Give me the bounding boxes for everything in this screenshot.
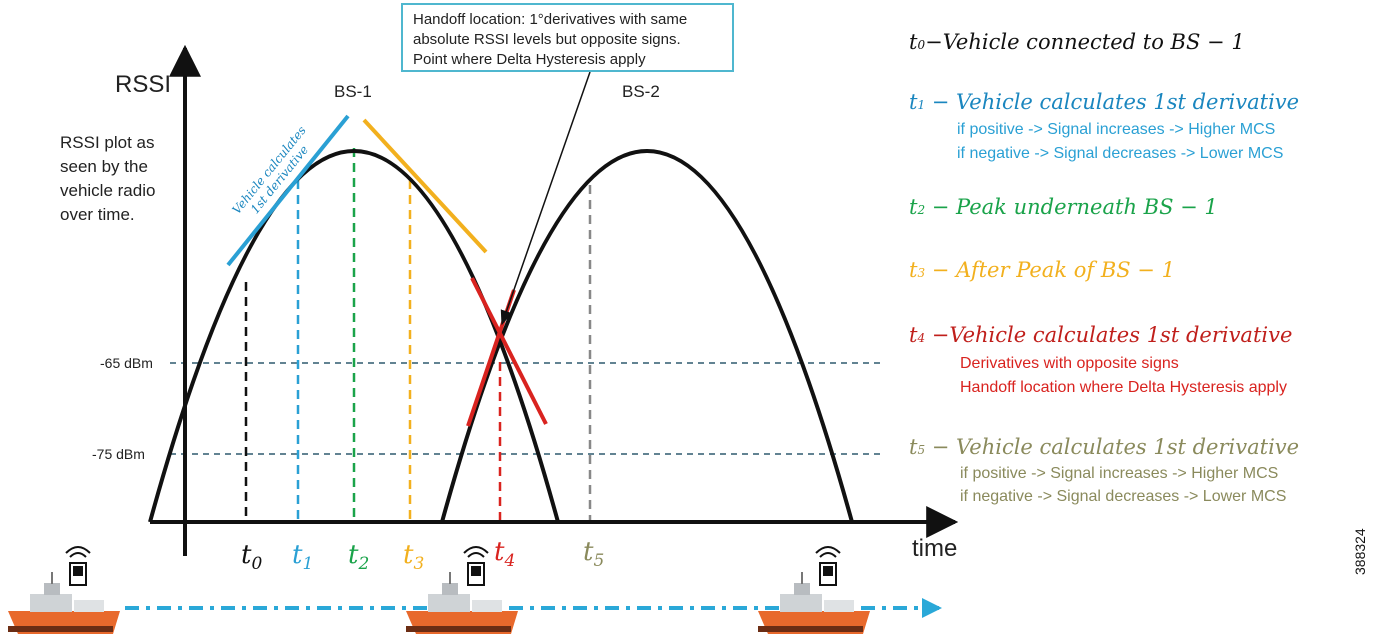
legend-t0-title: t0−Vehicle connected to BS − 1: [909, 30, 1245, 54]
legend-t3-symbol: t: [909, 258, 918, 282]
legend-t4-line-2: Handoff location where Delta Hysteresis …: [960, 379, 1287, 396]
legend-t3-title: t3 − After Peak of BS − 1: [909, 258, 1175, 282]
threshold-high-label: -65 dBm: [100, 355, 153, 371]
t4-crossing-line-a: [470, 277, 548, 425]
legend-t5-title: t5 − Vehicle calculates 1st derivative: [909, 435, 1299, 459]
ship-icon: [8, 572, 120, 634]
legend-t2-title: t2 − Peak underneath BS − 1: [909, 195, 1218, 219]
legend-t1-title: t1 − Vehicle calculates 1st derivative: [909, 90, 1299, 114]
legend-t4-text: −Vehicle calculates 1st derivative: [925, 323, 1293, 347]
handoff-callout-box: Handoff location: 1°derivatives with sam…: [401, 3, 734, 72]
radio-icon: [815, 546, 841, 586]
legend-t0-symbol: t: [909, 30, 918, 54]
t1-label: t1: [292, 540, 313, 574]
description-line-1: RSSI plot as: [60, 133, 155, 152]
legend-t4-subscript: 4: [917, 331, 926, 345]
legend-t5-text: − Vehicle calculates 1st derivative: [925, 435, 1300, 459]
legend-t1-line-2: if negative -> Signal decreases -> Lower…: [957, 145, 1284, 162]
t0-label: t0: [241, 540, 262, 574]
legend-t5-line-1: if positive -> Signal increases -> Highe…: [960, 465, 1279, 482]
legend-t2-symbol: t: [909, 195, 918, 219]
y-axis-label: RSSI: [115, 71, 171, 98]
radio-icon: [463, 546, 489, 586]
ship-icon: [406, 572, 518, 634]
legend-t5-line-2: if negative -> Signal decreases -> Lower…: [960, 488, 1287, 505]
bs1-label: BS-1: [334, 82, 372, 101]
description-line-4: over time.: [60, 205, 135, 224]
callout-line-1: Handoff location: 1°derivatives with sam…: [413, 11, 688, 28]
callout-line-3: Point where Delta Hysteresis apply: [413, 51, 646, 68]
legend-t1-subscript: 1: [917, 98, 926, 112]
legend-t5-subscript: 5: [917, 443, 926, 457]
radio-icon: [65, 546, 91, 586]
legend-t1-text: − Vehicle calculates 1st derivative: [925, 90, 1300, 114]
legend-t2-text: − Peak underneath BS − 1: [925, 195, 1218, 219]
figure-id: 388324: [1352, 528, 1368, 575]
threshold-low-label: -75 dBm: [92, 446, 145, 462]
legend-t1-symbol: t: [909, 90, 918, 114]
legend-t3-text: − After Peak of BS − 1: [925, 258, 1175, 282]
ship-3: [758, 546, 870, 634]
ship-icon: [758, 572, 870, 634]
x-axis-label: time: [912, 535, 957, 562]
time-labels: t0 t1 t2 t3 t4 t5: [241, 537, 604, 574]
bs2-label: BS-2: [622, 82, 660, 101]
legend-t4-symbol: t: [909, 323, 918, 347]
description-line-3: vehicle radio: [60, 181, 155, 200]
legend-t4-title: t4 −Vehicle calculates 1st derivative: [909, 323, 1292, 347]
callout-line-2: absolute RSSI levels but opposite signs.: [413, 31, 681, 48]
t1-tangent-line: [226, 114, 350, 267]
ship-1: [8, 546, 120, 634]
legend-t2-subscript: 2: [917, 203, 926, 217]
t3-label: t3: [403, 540, 424, 574]
legend-t1-line-1: if positive -> Signal increases -> Highe…: [957, 121, 1276, 138]
t5-label: t5: [583, 537, 604, 571]
legend-t0-text: −Vehicle connected to BS − 1: [925, 30, 1245, 54]
description-line-2: seen by the: [60, 157, 148, 176]
legend-t4-line-1: Derivatives with opposite signs: [960, 355, 1179, 372]
ship-2: [406, 546, 518, 634]
t2-label: t2: [348, 540, 369, 574]
description-text: RSSI plot as seen by the vehicle radio o…: [60, 133, 160, 224]
legend-t5-symbol: t: [909, 435, 918, 459]
t3-tangent-line: [362, 118, 488, 254]
callout-pointer-line: [500, 71, 591, 326]
legend-t0-subscript: 0: [917, 38, 926, 52]
legend-t3-subscript: 3: [917, 266, 926, 280]
t4-label: t4: [494, 537, 515, 571]
